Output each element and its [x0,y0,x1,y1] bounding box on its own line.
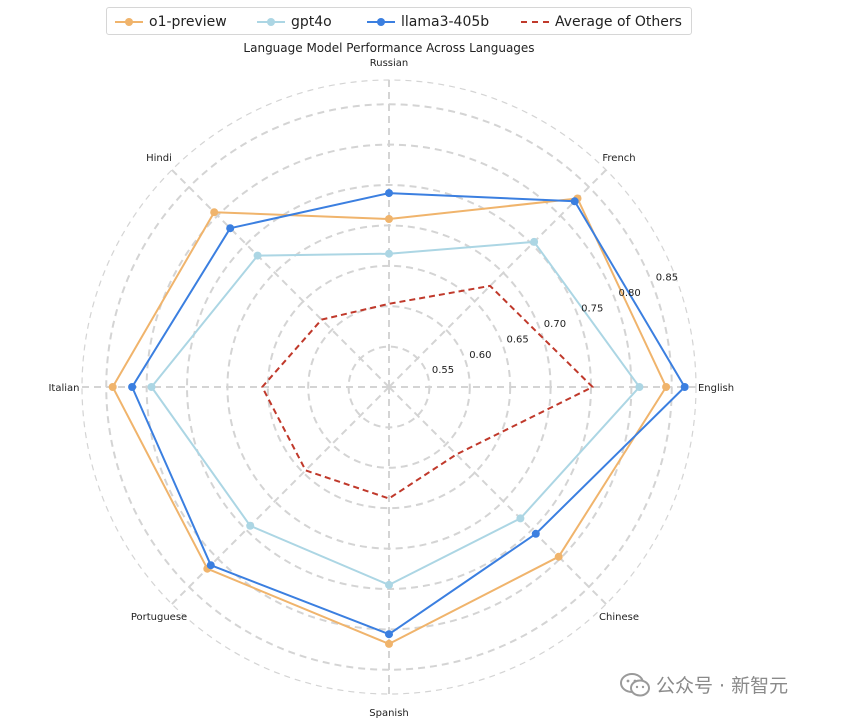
point-o1-preview-english [662,383,671,391]
point-gpt4o-italian [147,383,156,391]
legend-item-llama3-405b: llama3-405b [367,8,489,36]
category-label-english: English [698,383,734,394]
legend-label-llama3-405b: llama3-405b [401,14,490,30]
radar-series [108,189,689,648]
radar-labels: English French Russian Hindi Italian Portugue… [48,58,734,719]
radial-tick-label: 0.60 [469,350,491,361]
point-llama3-405b-italian [128,383,137,391]
point-o1-preview-spanish [385,639,393,648]
radial-tick-label: 0.85 [656,273,678,284]
point-o1-preview-russian [385,215,393,223]
radial-tick-label: 0.75 [581,303,603,314]
legend-swatch-average-of-others [521,21,549,23]
point-llama3-405b-hindi [226,224,235,233]
series-line-gpt4o [150,240,641,586]
chart-title: Language Model Performance Across Langua… [243,41,534,55]
radar-grid [81,79,697,695]
point-gpt4o-hindi [253,251,262,260]
radial-tick-label: 0.70 [544,319,566,330]
grid-ring [186,184,592,590]
legend-label-average-of-others: Average of Others [555,14,682,30]
wechat-icon [620,672,650,696]
legend-swatch-llama3-405b [367,18,395,26]
point-gpt4o-chinese [516,514,525,523]
radial-tick-label: 0.65 [507,334,529,345]
legend-label-gpt4o: gpt4o [291,14,332,30]
point-llama3-405b-chinese [531,529,540,538]
legend-swatch-gpt4o [257,18,285,26]
point-gpt4o-portuguese [246,521,255,530]
category-label-italian: Italian [48,383,79,394]
series-line-llama3-405b [131,192,686,636]
grid-spoke-chinese [388,386,607,605]
legend-item-o1-preview: o1-preview [115,8,227,36]
point-o1-preview-italian [108,383,117,391]
category-label-spanish: Spanish [369,708,409,719]
radial-tick-label: 0.55 [432,365,454,376]
category-label-portuguese: Portuguese [131,612,187,623]
legend-label-o1-preview: o1-preview [149,14,227,30]
point-o1-preview-hindi [210,208,219,217]
point-gpt4o-spanish [385,580,393,589]
point-llama3-405b-portuguese [206,561,215,570]
point-llama3-405b-russian [385,189,393,198]
category-label-chinese: Chinese [599,612,639,623]
point-llama3-405b-english [680,383,689,391]
radial-tick-label: 0.80 [619,288,641,299]
legend-item-average-of-others: Average of Others [521,8,682,36]
grid-spoke-hindi [171,169,390,388]
category-label-french: French [602,153,635,164]
chart-legend: o1-preview gpt4o llama3-405b Average of … [106,7,692,35]
point-gpt4o-english [635,383,644,391]
category-label-hindi: Hindi [146,153,172,164]
legend-swatch-o1-preview [115,18,143,26]
category-label-russian: Russian [370,58,409,69]
point-o1-preview-chinese [554,552,563,561]
grid-spoke-french [388,169,607,388]
series-line-average-of-others [261,284,594,500]
grid-ring [307,305,471,469]
point-gpt4o-french [530,237,539,246]
watermark: 公众号 · 新智元 [620,671,788,698]
watermark-text: 公众号 · 新智元 [656,675,789,697]
point-llama3-405b-french [570,197,579,206]
legend-item-gpt4o: gpt4o [257,8,332,36]
point-gpt4o-russian [385,249,393,258]
point-llama3-405b-spanish [385,630,393,639]
